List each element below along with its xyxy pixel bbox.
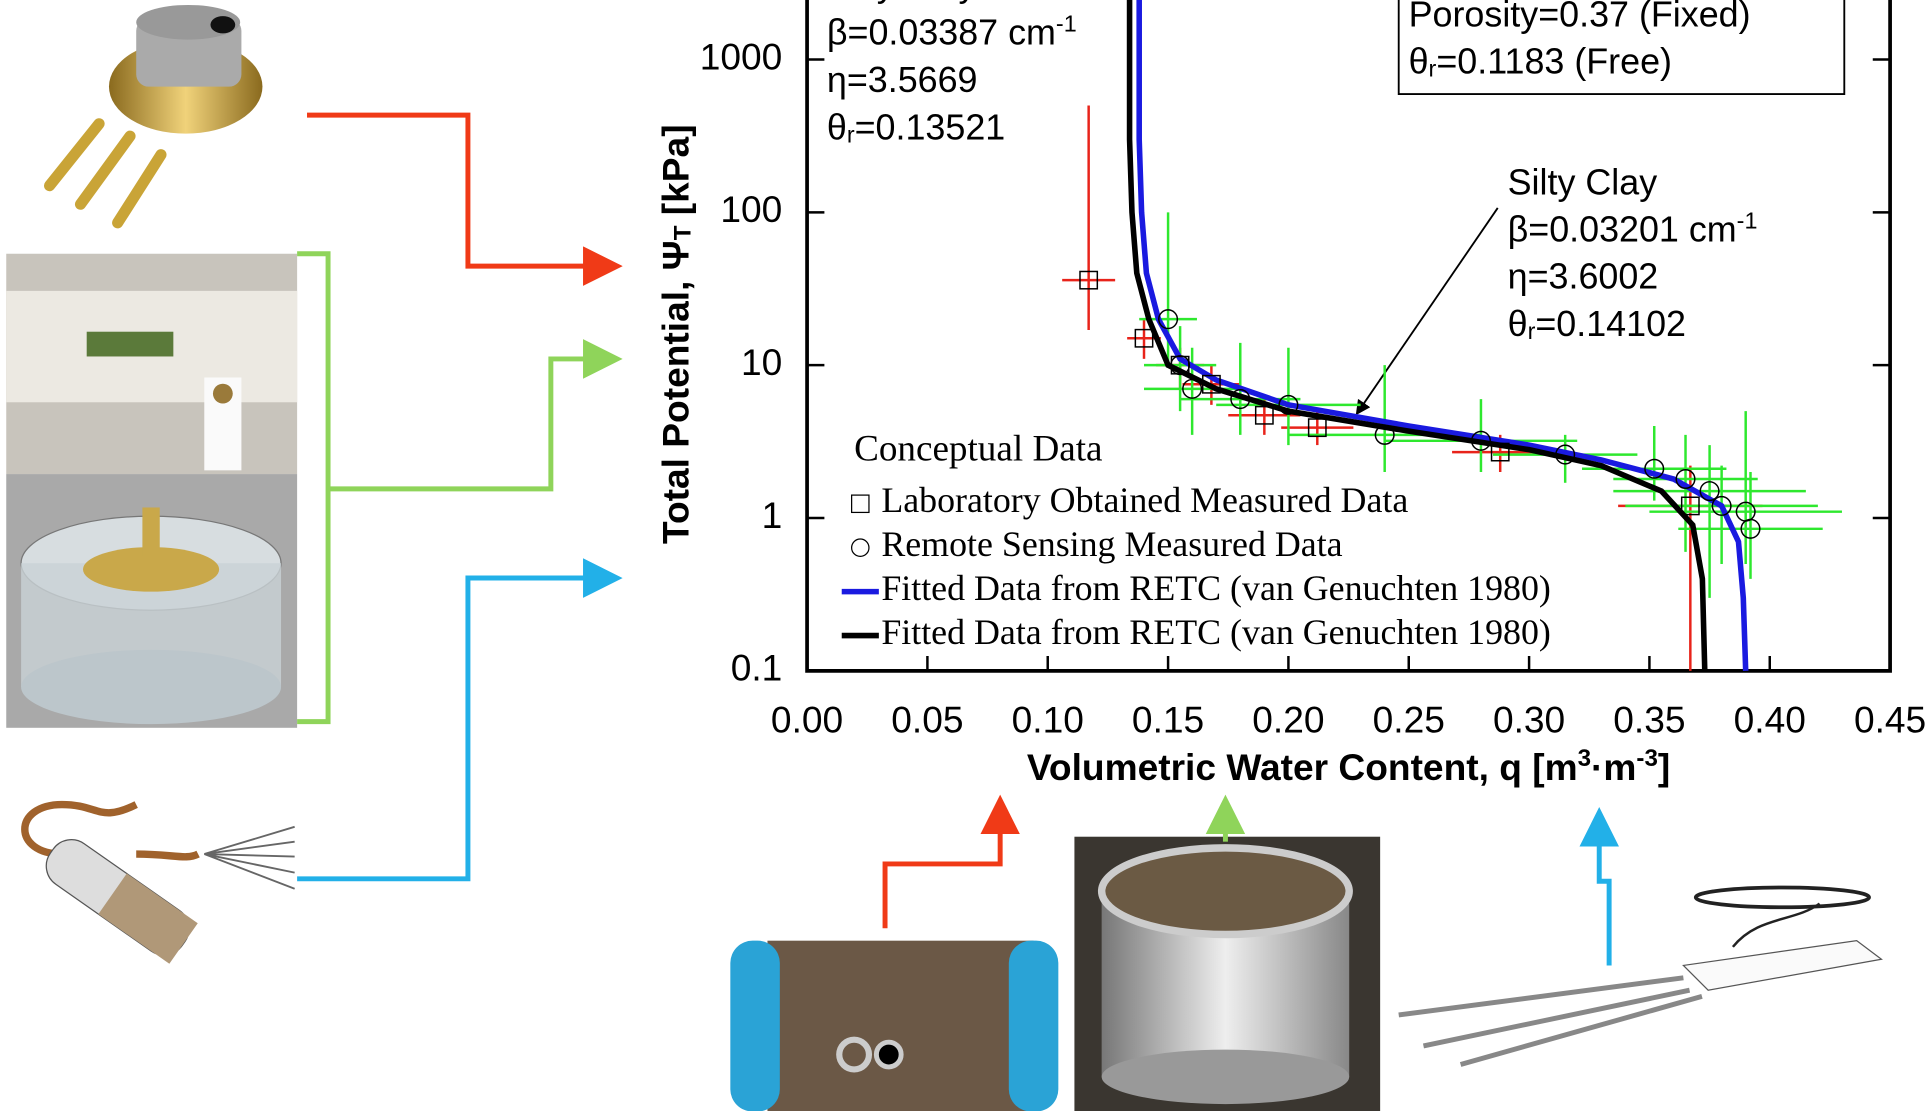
annotation-text-part: r bbox=[1429, 55, 1437, 81]
y-axis-label: Total Potential, ΨT [kPa] bbox=[654, 124, 697, 544]
annotation-text-part: -1 bbox=[1056, 10, 1077, 36]
annotation-text: β=0.03387 cm-1 bbox=[827, 10, 1077, 53]
legend-title: Conceptual Data bbox=[854, 428, 1102, 469]
legend-label: Fitted Data from RETC (van Genuchten 198… bbox=[881, 612, 1551, 652]
annotation-text-part: =0.14102 bbox=[1535, 304, 1686, 344]
circle-point bbox=[1470, 430, 1491, 451]
legend-symbol bbox=[851, 538, 870, 557]
legend-symbol bbox=[851, 494, 870, 514]
annotation-text-part: =0.13521 bbox=[855, 108, 1006, 148]
square-point bbox=[1201, 374, 1221, 394]
legend-label: Fitted Data from RETC (van Genuchten 198… bbox=[881, 568, 1551, 608]
y-axis-label-part: [kPa] bbox=[654, 124, 696, 225]
annotation-text-part: r bbox=[1528, 318, 1536, 344]
x-tick-label: 0.45 bbox=[1854, 699, 1926, 741]
circle-point bbox=[1644, 458, 1665, 479]
annotation-text: Silty Clay bbox=[1508, 163, 1658, 203]
x-axis-label-part: -3 bbox=[1636, 744, 1657, 771]
annotation-text-part: Silty Clay bbox=[1508, 163, 1658, 203]
circle-point bbox=[1230, 389, 1251, 410]
sampler-drawing bbox=[730, 940, 1059, 1111]
x-tick-label: 0.30 bbox=[1493, 699, 1565, 741]
circle-point bbox=[1699, 481, 1720, 502]
annotation-text-part: β=0.03387 cm bbox=[827, 13, 1056, 53]
annotation-text: β=0.03201 cm-1 bbox=[1508, 208, 1758, 251]
annotation-text-part: θ bbox=[827, 108, 847, 148]
annotation-text-part: =0.1183 (Free) bbox=[1436, 42, 1672, 82]
annotation-text-part: Silty Clay bbox=[827, 0, 977, 5]
x-axis-label-part: ] bbox=[1658, 746, 1670, 788]
x-tick-label: 0.00 bbox=[771, 699, 843, 741]
x-tick-label: 0.40 bbox=[1734, 699, 1806, 741]
x-tick-label: 0.15 bbox=[1132, 699, 1204, 741]
circle-point bbox=[1675, 468, 1696, 490]
axis-frame bbox=[805, 0, 1892, 673]
pressure-plate-photo bbox=[6, 474, 298, 728]
x-tick-label: 0.10 bbox=[1012, 699, 1084, 741]
annotation-box bbox=[1397, 0, 1846, 95]
x-tick-label: 0.05 bbox=[891, 699, 963, 741]
annotation-text-part: Porosity=0.37 (Fixed) bbox=[1409, 0, 1751, 35]
x-axis-label-part: 3 bbox=[1578, 744, 1591, 771]
y-tick-label: 10 bbox=[741, 341, 782, 383]
y-tick-label: 1000 bbox=[700, 35, 783, 77]
annotation-text-part: η=3.5669 bbox=[827, 60, 978, 100]
annotation-text: η=3.5669 bbox=[827, 60, 978, 100]
probe-drawing bbox=[1398, 885, 1883, 1067]
annotation-text: θr=0.14102 bbox=[1508, 304, 1686, 344]
laser-diode-photo bbox=[43, 4, 263, 229]
fitted-curve bbox=[1136, 0, 1749, 671]
plot: 0.00 0.05 0.10 0.15 0.20 0.25 0.30 0.35 0.40 0.45… bbox=[654, 0, 1926, 788]
y-axis-label-part: T bbox=[670, 225, 697, 240]
annotation-text-part: η=3.6002 bbox=[1508, 257, 1659, 297]
annotation-text-part: θ bbox=[1508, 304, 1528, 344]
sensor-drawing bbox=[21, 800, 295, 964]
square-point bbox=[1134, 328, 1154, 348]
circle-point bbox=[1170, 355, 1191, 376]
y-axis-label-part: Total Potential, Ψ bbox=[654, 240, 696, 544]
square-point bbox=[1254, 405, 1274, 425]
annotation-text: Silty Clay bbox=[827, 0, 977, 5]
legend-label: Remote Sensing Measured Data bbox=[881, 524, 1342, 564]
x-tick-label: 0.20 bbox=[1252, 699, 1324, 741]
circle-point bbox=[1555, 444, 1576, 465]
x-tick-label: 0.25 bbox=[1373, 699, 1445, 741]
x-tick-label: 0.35 bbox=[1613, 699, 1685, 741]
circle-point bbox=[1182, 378, 1203, 399]
tin-photo bbox=[1074, 836, 1381, 1111]
legend-label: Laboratory Obtained Measured Data bbox=[881, 480, 1408, 520]
y-tick-label: 1 bbox=[762, 494, 783, 536]
annotation-text: Porosity=0.37 (Fixed) bbox=[1409, 0, 1751, 35]
circle-point bbox=[1740, 518, 1761, 539]
annotation-text-part: r bbox=[847, 121, 855, 147]
annotation-text-part: β=0.03201 cm bbox=[1508, 210, 1737, 250]
circle-point bbox=[1158, 309, 1179, 330]
x-axis-label-part: Volumetric Water Content, q [m bbox=[1027, 746, 1578, 788]
annotation-text-part: θ bbox=[1409, 42, 1429, 82]
annotation-text-part: -1 bbox=[1737, 208, 1758, 234]
x-axis-label: Volumetric Water Content, q [m3·m-3] bbox=[1027, 744, 1670, 787]
circle-point bbox=[1711, 495, 1732, 516]
annotation-text: θr=0.1183 (Free) bbox=[1409, 42, 1672, 82]
square-point bbox=[1680, 496, 1700, 516]
arrows bbox=[297, 112, 1620, 966]
annotation-text: θr=0.13521 bbox=[827, 108, 1005, 148]
square-point bbox=[1307, 418, 1327, 438]
y-tick-label: 100 bbox=[720, 188, 782, 230]
annotation-text: η=3.6002 bbox=[1508, 257, 1659, 297]
circle-point bbox=[1374, 424, 1395, 445]
square-point bbox=[1490, 442, 1510, 462]
y-tick-label: 0.1 bbox=[731, 647, 783, 689]
x-axis-label-part: ·m bbox=[1591, 746, 1636, 788]
annotation-arrow bbox=[1355, 207, 1499, 416]
wp4-device-photo bbox=[6, 253, 298, 475]
square-point bbox=[1079, 270, 1099, 290]
circle-point bbox=[1278, 394, 1299, 415]
